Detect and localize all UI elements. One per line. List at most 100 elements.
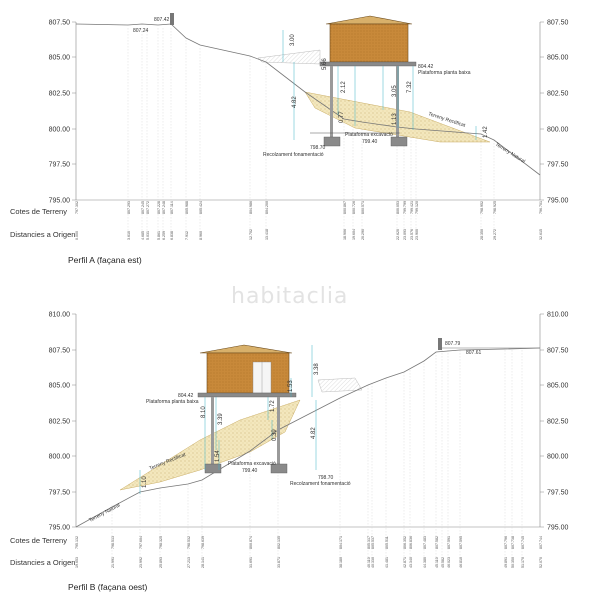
profile-b-dist-0: 19.653 <box>75 557 79 568</box>
profile-b-cota-16: 807.591 <box>447 536 451 549</box>
profile-b-dist-18: 46.810 <box>459 557 463 568</box>
profile-b-dist-8: 38.180 <box>339 557 343 568</box>
profile-b-distances-label: Distancies a Origen <box>10 558 76 567</box>
profile-b-dist-5: 28.141 <box>201 557 205 568</box>
profile-a-distances-label: Distancies a Origen <box>10 230 76 239</box>
profile-b-cota-8: 804.171 <box>339 536 343 549</box>
profile-b-dim-2: 1.72 <box>270 400 276 412</box>
profile-a-excavation-label: Plataforma excavació <box>345 132 393 138</box>
profile-b-ytick-left-0: 810.00 <box>49 312 71 319</box>
profile-b-cota-18: 807.796 <box>504 536 508 549</box>
profile-a-dist-10: 13.418 <box>265 229 269 240</box>
profile-a-excavation-level: 799.40 <box>362 139 378 145</box>
profile-b-dist-11: 41.481 <box>385 557 389 568</box>
profile-b-cotes-label: Cotes de Terreny <box>10 536 67 545</box>
profile-a-cota-14: 800.053 <box>396 201 400 214</box>
profile-a: 807.50 805.00 802.50 800.00 797.50 795.0… <box>49 13 569 240</box>
profile-a-foundation-label: Recolzament fonamentació <box>263 152 324 158</box>
profile-b-dist-6: 31.691 <box>249 557 253 568</box>
profile-a-ytick-right-3: 800.00 <box>547 127 569 134</box>
profile-a-dist-4: 5.861 <box>157 231 161 240</box>
profile-b-station-lines <box>111 350 523 568</box>
profile-b-ytick-left-5: 797.50 <box>49 490 71 497</box>
profile-a-dist-18: 28.350 <box>480 229 484 240</box>
profile-a-cotes-label: Cotes de Terreny <box>10 207 67 216</box>
profile-a-natural-label: Terreny Natural <box>494 142 526 165</box>
profile-b-cabin <box>197 344 297 474</box>
profile-a-top-marker <box>170 13 174 25</box>
profile-b-cota-7: 802.135 <box>277 536 281 549</box>
profile-a-dist-17: 23.900 <box>415 229 419 240</box>
profile-a-top-level: 807.42 <box>154 17 170 23</box>
profile-b-ytick-right-2: 805.00 <box>547 383 569 390</box>
profile-a-ytick-right-5: 795.00 <box>547 198 569 205</box>
profile-b-dist-4: 27.213 <box>187 557 191 568</box>
profile-b-dim-0: 8.10 <box>201 406 207 418</box>
profile-b-top-marker <box>438 338 442 350</box>
profile-b-excavation-level: 799.40 <box>242 468 258 474</box>
profile-b-cota-12: 806.352 <box>403 536 407 549</box>
profile-b-cota-5: 798.639 <box>201 536 205 549</box>
profile-a-cota-18: 798.952 <box>480 201 484 214</box>
profile-b-top-level: 807.79 <box>445 341 461 347</box>
profile-a-foundation-level: 798.70 <box>310 145 326 151</box>
profile-b-dim-4: 0.39 <box>272 429 278 441</box>
profile-b-dist-9: 40.110 <box>367 557 371 568</box>
profile-a-cota-10: 804.200 <box>265 201 269 214</box>
profile-a-cabin <box>310 15 417 147</box>
profile-b-cota-6: 800.874 <box>249 536 253 549</box>
profile-b-ytick-right-6: 795.00 <box>547 525 569 532</box>
profile-a-ytick-left-5: 795.00 <box>49 198 71 205</box>
profile-a-cota-19: 798.925 <box>493 201 497 214</box>
profile-b: 810.00 807.50 805.00 802.50 800.00 797.5… <box>49 312 569 568</box>
profile-b-dim-8: 1.10 <box>142 476 148 488</box>
profile-a-dist-11: 18.906 <box>343 229 347 240</box>
profile-b-cota-20: 807.745 <box>521 536 525 549</box>
profile-b-cota-2: 797.604 <box>139 536 143 549</box>
profile-b-dist-14: 44.380 <box>423 557 427 568</box>
profile-a-dim-1: 5.66 <box>322 58 328 70</box>
profile-a-cota-15: 799.799 <box>403 201 407 214</box>
profile-b-dist-1: 21.991 <box>111 557 115 568</box>
profile-a-ytick-left-3: 800.00 <box>49 127 71 134</box>
profile-b-cota-11: 805.511 <box>385 536 389 549</box>
profile-a-dim-4: 3.05 <box>392 85 398 97</box>
profile-b-dist-7: 33.871 <box>277 557 281 568</box>
profile-a-terrain-values: 797.302 807.293 807.245 807.272 807.228 … <box>75 201 543 214</box>
profile-b-cota-9: 805.317 <box>367 536 371 549</box>
profile-a-title: Perfil A (façana est) <box>68 255 142 265</box>
profile-a-excavation <box>257 49 321 65</box>
profile-a-dist-12: 19.604 <box>352 229 356 240</box>
profile-b-cota-1: 798.513 <box>111 536 115 549</box>
profile-a-dist-20: 32.615 <box>539 229 543 240</box>
profile-b-cota-10: 805.537 <box>371 536 375 549</box>
profile-a-cota-9: 804.986 <box>249 201 253 214</box>
profile-b-cota-15: 807.582 <box>435 536 439 549</box>
profile-b-dist-16: 45.582 <box>441 557 445 568</box>
profile-b-ytick-left-1: 807.50 <box>49 348 71 355</box>
profile-a-dist-5: 6.259 <box>162 231 166 240</box>
profile-b-cota-14: 807.483 <box>423 536 427 549</box>
profile-a-side-level: 807.24 <box>133 28 149 34</box>
profile-b-dist-13: 43.340 <box>409 557 413 568</box>
profile-a-ytick-left-1: 805.00 <box>49 55 71 62</box>
profile-b-distance-values: 19.653 21.991 23.992 25.893 27.213 28.14… <box>75 557 543 568</box>
profile-a-cota-7: 805.988 <box>185 201 189 214</box>
profile-b-dist-12: 42.871 <box>403 557 407 568</box>
profile-b-ticks <box>72 313 544 528</box>
profile-b-foundation-level: 798.70 <box>318 475 334 481</box>
profile-a-cota-8: 805.424 <box>199 201 203 214</box>
profile-b-dist-3: 25.893 <box>159 557 163 568</box>
profile-a-cota-5: 807.248 <box>162 201 166 214</box>
profile-b-ytick-right-4: 800.00 <box>547 454 569 461</box>
profile-b-dist-22: 52.070 <box>539 557 543 568</box>
profile-a-ytick-right-0: 807.50 <box>547 20 569 27</box>
profile-b-dist-10: 40.330 <box>371 557 375 568</box>
profile-b-dist-19: 49.891 <box>504 557 508 568</box>
profile-a-dist-7: 7.912 <box>185 231 189 240</box>
profile-b-side-level: 807.61 <box>466 350 482 356</box>
profile-a-ytick-left-4: 797.50 <box>49 162 71 169</box>
profile-a-dist-0: 0.000 <box>75 231 79 240</box>
profile-a-dist-2: 4.685 <box>141 231 145 240</box>
profile-a-platform-label: Plataforma planta baixa <box>418 70 471 76</box>
